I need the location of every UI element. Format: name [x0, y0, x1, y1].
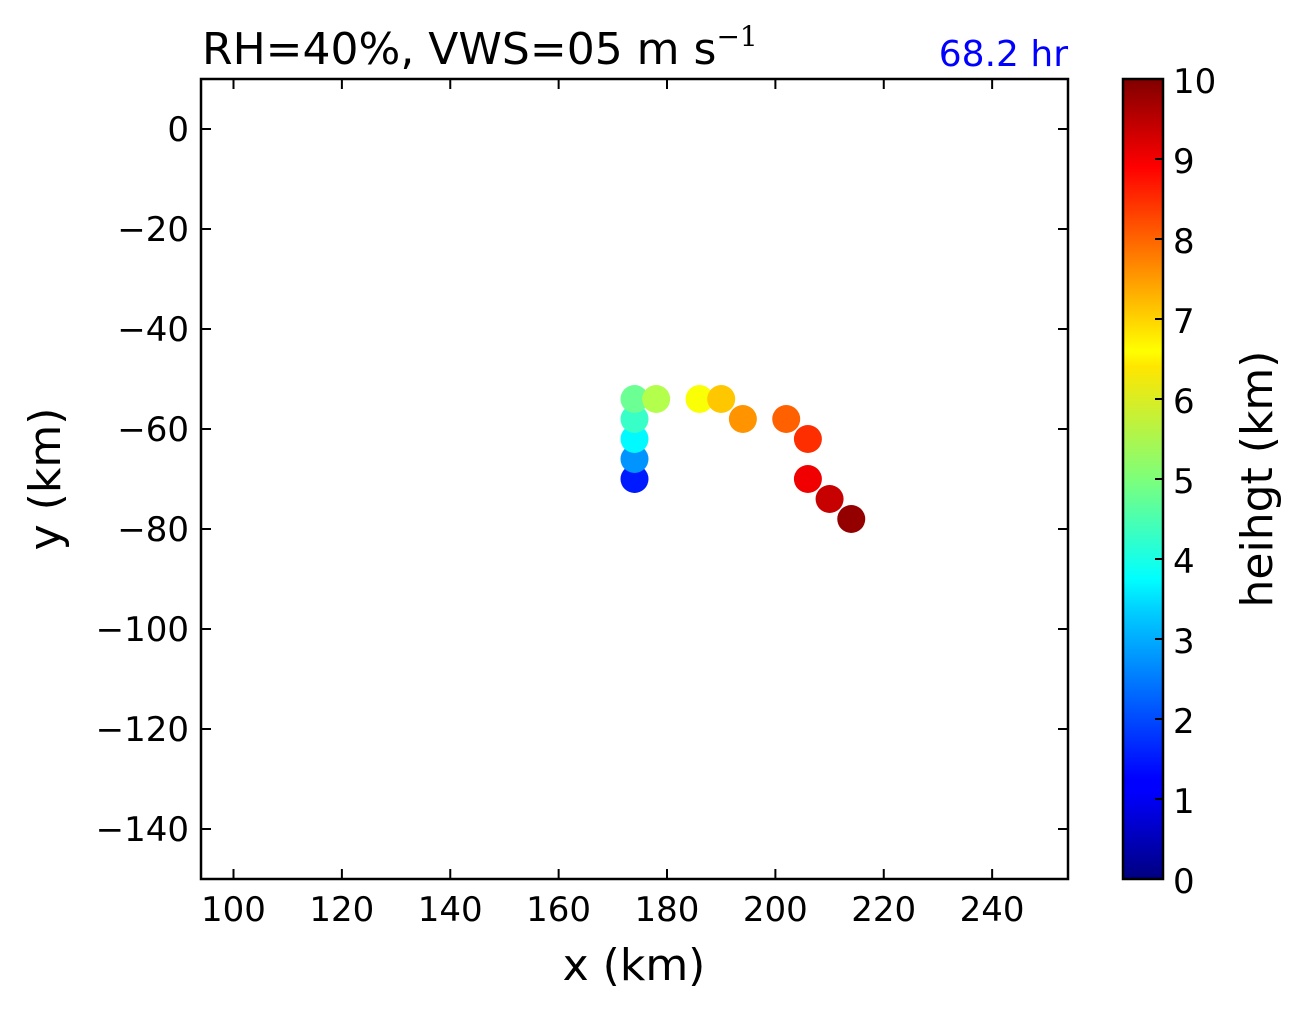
- x-tick-label: 220: [851, 890, 916, 930]
- colorbar-tick-label: 7: [1173, 302, 1195, 342]
- scatter-point: [707, 385, 736, 413]
- colorbar-label: heihgt (km): [1232, 351, 1283, 608]
- time-label: 68.2 hr: [939, 34, 1068, 75]
- y-tick-label: −140: [96, 810, 189, 850]
- y-tick-label: −60: [117, 410, 189, 450]
- colorbar-tick-label: 4: [1173, 542, 1195, 582]
- colorbar-tick-label: 10: [1173, 62, 1216, 102]
- colorbar-tick-label: 1: [1173, 782, 1195, 822]
- scatter-point: [620, 425, 649, 453]
- scatter-point: [793, 425, 822, 453]
- scatter-point: [837, 505, 866, 533]
- y-tick-label: 0: [167, 110, 189, 150]
- plot-frame: [199, 77, 1070, 881]
- y-tick-label: −100: [96, 610, 189, 650]
- x-tick-label: 200: [743, 890, 808, 930]
- colorbar-tick-label: 6: [1173, 382, 1195, 422]
- y-tick-label: −120: [96, 710, 189, 750]
- chart-title: RH=40%, VWS=05 m s−1: [202, 20, 758, 75]
- x-tick-label: 160: [526, 890, 591, 930]
- x-tick-label: 240: [960, 890, 1025, 930]
- colorbar-tick-label: 0: [1173, 862, 1195, 902]
- x-tick-label: 180: [635, 890, 700, 930]
- scatter-point: [815, 485, 844, 513]
- colorbar-tick-label: 5: [1173, 462, 1195, 502]
- colorbar: 0 1 2 3 4 5 6 7 8 9 10: [1121, 62, 1216, 902]
- y-axis-label: y (km): [20, 408, 71, 551]
- scatter-point: [620, 405, 649, 433]
- colorbar-tick-label: 9: [1173, 142, 1195, 182]
- y-tick-label: −40: [117, 310, 189, 350]
- x-tick-label: 100: [201, 890, 266, 930]
- scatter-point: [642, 385, 671, 413]
- scatter-point: [620, 445, 649, 473]
- scatter-point: [620, 385, 649, 413]
- scatter-point: [685, 385, 714, 413]
- x-tick-label: 140: [418, 890, 483, 930]
- y-tick-label: −20: [117, 210, 189, 250]
- y-tick-label: −80: [117, 510, 189, 550]
- colorbar-tick-label: 2: [1173, 702, 1195, 742]
- scatter-point: [793, 465, 822, 493]
- scatter-point: [728, 405, 757, 433]
- plot-area: [620, 385, 866, 533]
- colorbar-tick-label: 3: [1173, 622, 1195, 662]
- x-tick-label: 120: [309, 890, 374, 930]
- scatter-point: [772, 405, 801, 433]
- chart-title-superscript: −1: [716, 20, 757, 53]
- scatter-point: [620, 465, 649, 493]
- colorbar-tick-label: 8: [1173, 222, 1195, 262]
- x-axis-label: x (km): [563, 940, 706, 991]
